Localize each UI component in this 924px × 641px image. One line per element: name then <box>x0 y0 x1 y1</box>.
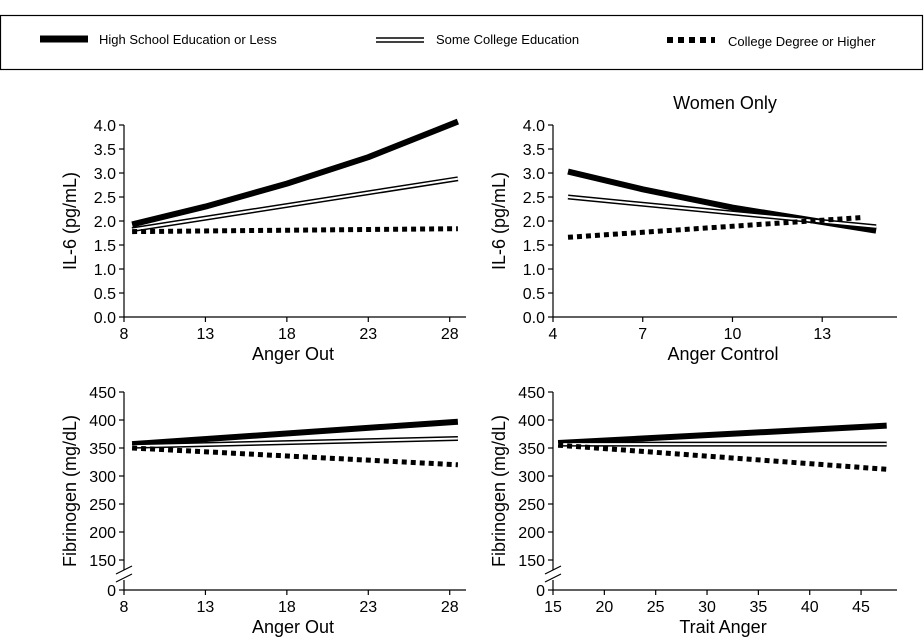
x-tick-label: 23 <box>359 599 377 616</box>
y-axis-label: Fibrinogen (mg/dL) <box>489 415 509 567</box>
y-tick-label: 450 <box>518 385 545 402</box>
legend: High School Education or Less Some Colle… <box>0 14 924 71</box>
x-tick-label: 13 <box>197 599 215 616</box>
y-tick-label: 0.5 <box>523 286 545 303</box>
y-tick-label: 300 <box>89 469 116 486</box>
x-tick-label: 10 <box>724 326 742 343</box>
y-axis-label: IL-6 (pg/mL) <box>489 172 509 270</box>
chart-panel-4: 0 150 200 250 300 350 400 450 15 20 25 30 35 40 45 Trai… <box>489 385 897 637</box>
x-tick-label: 35 <box>749 599 767 616</box>
legend-label-some-college: Some College Education <box>436 32 579 47</box>
axis-break-mark <box>115 565 133 575</box>
chart-panel-1: 0.0 0.5 1.0 1.5 2.0 2.5 3.0 3.5 4.0 8 13 18 23 28 Ange… <box>60 118 466 364</box>
x-tick-label: 23 <box>359 326 377 343</box>
y-tick-label: 0.0 <box>94 310 116 327</box>
series-line-college-degree <box>567 215 862 240</box>
x-tick-label: 8 <box>120 599 129 616</box>
x-tick-label: 18 <box>278 326 296 343</box>
series-line-some-college-inner <box>131 177 459 231</box>
y-axis-label: Fibrinogen (mg/dL) <box>60 415 80 567</box>
y-tick-label: 150 <box>89 553 116 570</box>
chart-panels: 0.0 0.5 1.0 1.5 2.0 2.5 3.0 3.5 4.0 8 13 18 23 28 Ange… <box>60 93 897 637</box>
y-tick-label: 350 <box>89 441 116 458</box>
x-tick-label: 20 <box>595 599 613 616</box>
y-tick-label: 1.0 <box>94 262 116 279</box>
y-tick-label: 1.0 <box>523 262 545 279</box>
legend-box <box>0 14 924 71</box>
x-tick-label: 30 <box>698 599 716 616</box>
y-tick-label: 150 <box>518 553 545 570</box>
x-tick-label: 4 <box>549 326 558 343</box>
series-line-high-school <box>557 422 887 446</box>
y-tick-label: 3.0 <box>94 166 116 183</box>
y-tick-label: 4.0 <box>523 118 545 135</box>
series-line-college-degree <box>131 445 459 468</box>
x-tick-label: 40 <box>801 599 819 616</box>
x-axis-label: Anger Control <box>667 344 778 364</box>
y-tick-label: 2.0 <box>94 214 116 231</box>
chart-title: Women Only <box>673 93 777 113</box>
axis-break-mark <box>544 573 562 583</box>
axis-break-mark <box>544 565 562 575</box>
series-line-high-school <box>131 118 460 228</box>
y-tick-label: 400 <box>518 413 545 430</box>
x-tick-label: 28 <box>441 599 459 616</box>
y-tick-label: 250 <box>518 497 545 514</box>
x-tick-label: 13 <box>197 326 215 343</box>
y-tick-label: 1.5 <box>523 238 545 255</box>
series-line-some-college-inner <box>132 437 458 448</box>
axis-break-mark <box>115 573 133 583</box>
x-axis-label: Anger Out <box>252 617 334 637</box>
x-tick-label: 13 <box>813 326 831 343</box>
y-tick-label: 0.0 <box>523 310 545 327</box>
legend-label-college-degree: College Degree or Higher <box>728 34 876 49</box>
y-tick-label: 300 <box>518 469 545 486</box>
x-tick-label: 18 <box>278 599 296 616</box>
y-tick-label: 2.0 <box>523 214 545 231</box>
y-tick-label: 250 <box>89 497 116 514</box>
x-tick-label: 25 <box>647 599 665 616</box>
y-tick-label: 3.0 <box>523 166 545 183</box>
series-line-some-college-inner <box>567 196 877 228</box>
y-axis-label: IL-6 (pg/mL) <box>60 172 80 270</box>
chart-panel-3: 0 150 200 250 300 350 400 450 8 13 18 23 28 Anger Out… <box>60 385 466 637</box>
x-tick-label: 45 <box>852 599 870 616</box>
chart-panel-2: 0.0 0.5 1.0 1.5 2.0 2.5 3.0 3.5 4.0 4 7 10 13 Anger C… <box>489 93 897 364</box>
y-tick-label: 0 <box>536 583 545 600</box>
y-tick-label: 400 <box>89 413 116 430</box>
x-tick-label: 8 <box>120 326 129 343</box>
x-axis-label: Anger Out <box>252 344 334 364</box>
y-tick-label: 4.0 <box>94 118 116 135</box>
series-line-college-degree <box>132 226 458 235</box>
y-tick-label: 2.5 <box>523 190 545 207</box>
series-line-high-school <box>131 418 459 448</box>
x-tick-label: 15 <box>544 599 562 616</box>
y-tick-label: 200 <box>89 525 116 542</box>
y-tick-label: 1.5 <box>94 238 116 255</box>
x-tick-label: 28 <box>441 326 459 343</box>
y-tick-label: 2.5 <box>94 190 116 207</box>
x-tick-label: 7 <box>638 326 647 343</box>
series-line-college-degree <box>557 442 887 472</box>
y-tick-label: 3.5 <box>94 142 116 159</box>
y-tick-label: 200 <box>518 525 545 542</box>
x-axis-label: Trait Anger <box>679 617 766 637</box>
y-tick-label: 450 <box>89 385 116 402</box>
y-tick-label: 0 <box>107 583 116 600</box>
legend-label-high-school: High School Education or Less <box>99 32 277 47</box>
y-tick-label: 350 <box>518 441 545 458</box>
y-tick-label: 0.5 <box>94 286 116 303</box>
y-tick-label: 3.5 <box>523 142 545 159</box>
